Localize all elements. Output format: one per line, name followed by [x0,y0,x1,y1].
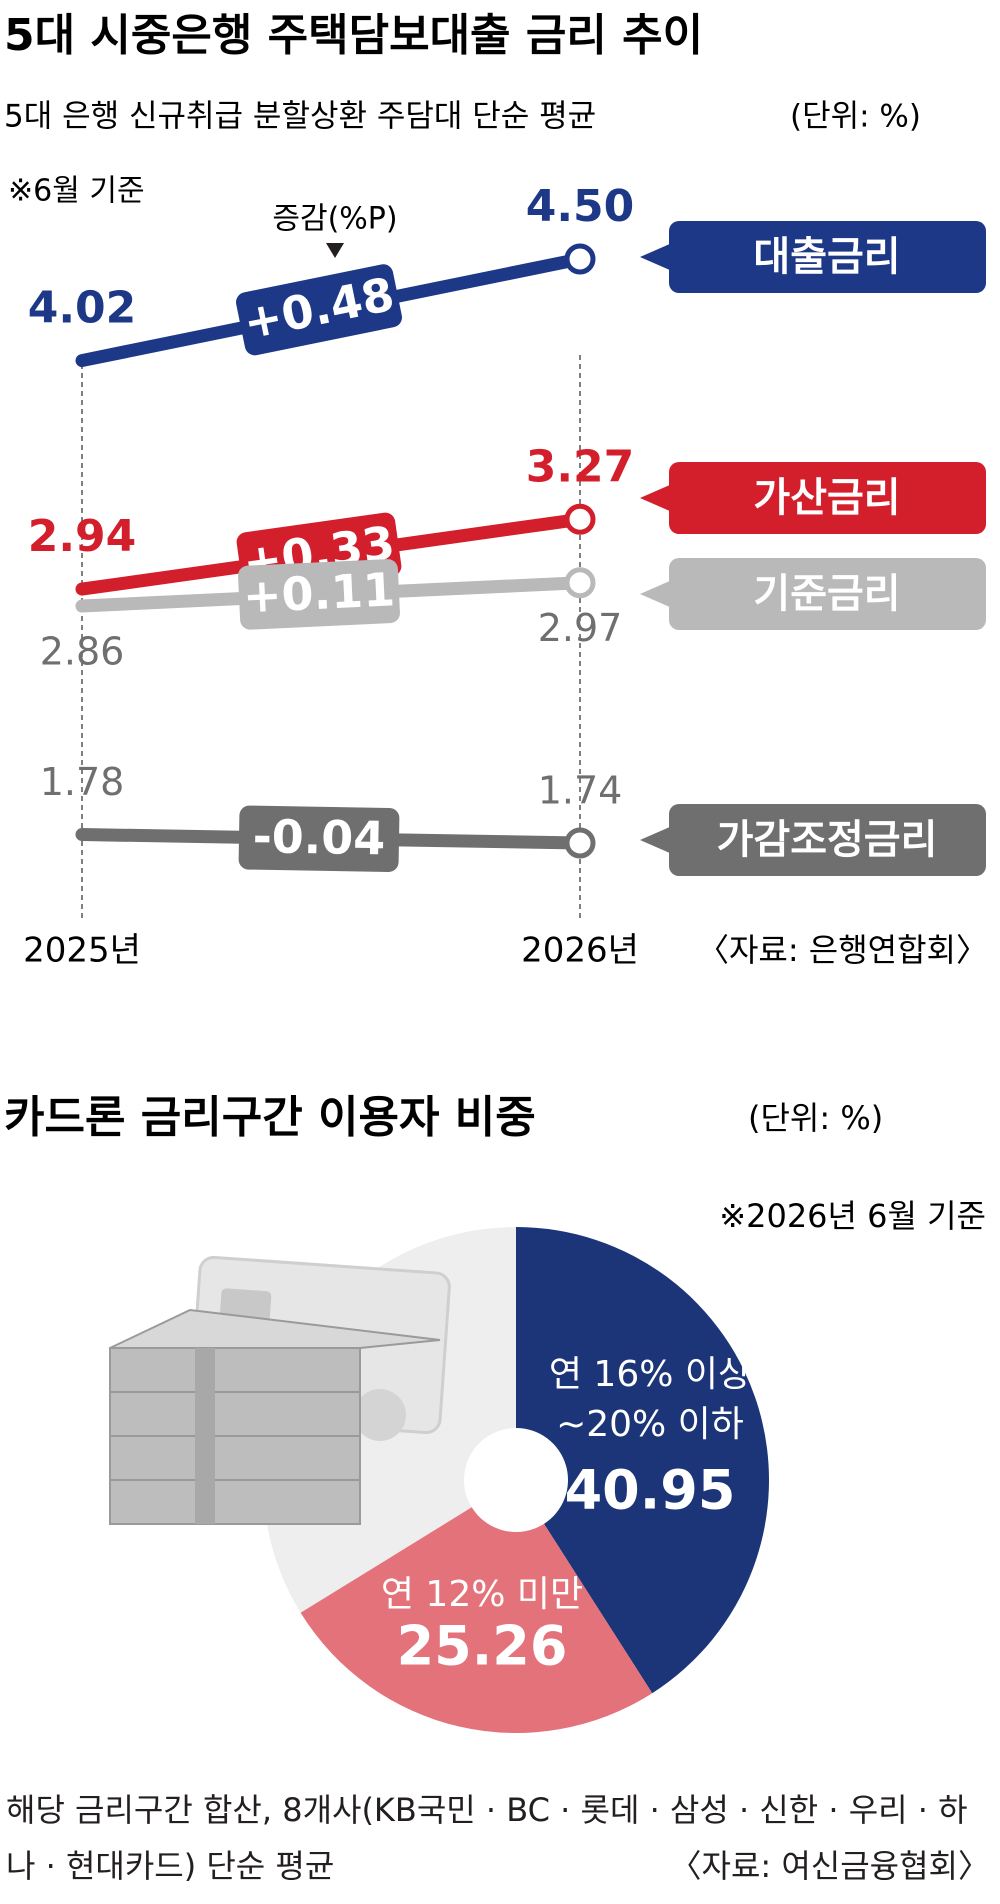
slice [516,1227,769,1694]
slice-label: 연 16% 이상 ~20% 이하 [548,1354,752,1445]
value-label: 40.95 [565,1459,736,1522]
x-tick-label: 2025년 [23,931,141,971]
value-label: 3.27 [526,441,635,492]
value-label: 1.78 [40,760,125,804]
value-label: 2.94 [28,511,137,562]
change-box [236,264,402,356]
end-marker [564,503,596,535]
legend-box [669,558,986,630]
legend-pointer [640,580,672,608]
change-box [238,559,400,630]
x-tick-label: 2026년 [521,931,639,971]
change-pointer [326,243,344,258]
slice [300,1507,653,1734]
change-pill: +0.11 [238,559,400,630]
change-label: +0.11 [242,562,396,623]
legend-pointer [640,826,672,854]
legend-box [669,462,986,534]
value-label: 4.02 [28,283,137,334]
legend-label: 가산금리 [753,475,900,521]
source: 〈자료: 은행연합회〉 [697,931,988,969]
change-label: -0.04 [252,809,385,865]
note: ※6월 기준 [8,174,145,209]
value-label: 4.50 [526,181,635,232]
legend-label: 대출금리 [753,234,900,280]
source: 〈자료: 여신금융협회〉 [661,1838,990,1894]
legend-box [669,804,986,876]
slice-label: 연 12% 미만 [380,1574,584,1615]
card-illustration [109,1255,451,1525]
unit: (단위: %) [790,99,921,135]
note: ※2026년 6월 기준 [719,1197,986,1235]
value-label: 2.97 [538,606,623,650]
unit: (단위: %) [748,1099,883,1137]
end-marker [564,567,596,599]
change-box [238,805,400,872]
change-pill: -0.04 [238,805,400,872]
legend-label: 기준금리 [753,571,900,617]
subtitle: 5대 은행 신규취급 분할상환 주담대 단순 평균 [4,99,596,135]
end-marker [564,243,596,275]
value-label: 2.86 [40,630,125,674]
legend-box [669,221,986,293]
legend-pointer [640,243,672,271]
legend-pointer [640,484,672,512]
change-title: 증감(%P) [272,202,397,237]
end-marker [564,827,596,859]
footnote: 해당 금리구간 합산, 8개사(KB국민 · BC · 롯데 · 삼성 · 신한… [6,1791,968,1885]
value-label: 25.26 [397,1615,568,1678]
chart-title: 카드론 금리구간 이용자 비중 [4,1092,536,1143]
chart-title: 5대 시중은행 주택담보대출 금리 추이 [4,10,703,61]
value-label: 1.74 [538,769,623,813]
change-pill: +0.48 [236,264,402,356]
legend-label: 가감조정금리 [717,817,938,863]
